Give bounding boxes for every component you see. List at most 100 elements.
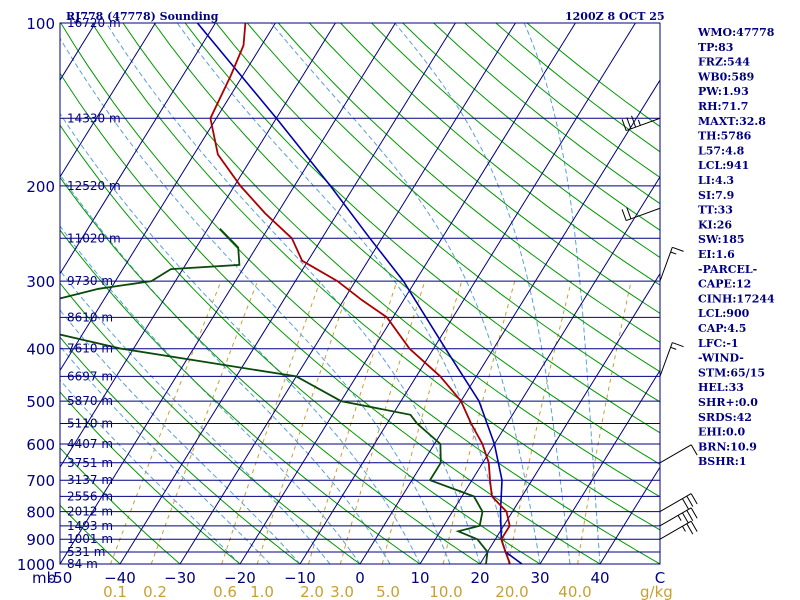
index-value: LCL:900: [698, 307, 750, 320]
index-value: TH:5786: [698, 130, 752, 143]
height-label: 3751 m: [67, 456, 113, 470]
pressure-tick-label: 1000: [17, 556, 55, 574]
index-value: CINH:17244: [698, 292, 775, 305]
index-value: CAP:4.5: [698, 322, 746, 335]
pressure-tick-label: 300: [26, 273, 55, 291]
mixing-ratio-tick-label: 5.0: [376, 583, 400, 600]
temperature-tick-label: 40: [590, 569, 609, 587]
index-value: CAPE:12: [698, 278, 751, 291]
pressure-tick-label: 700: [26, 472, 55, 490]
wind-barb: [659, 342, 684, 377]
index-value: LCL:941: [698, 159, 749, 172]
temperature-line: [209, 23, 511, 564]
isotherm-line: [359, 79, 660, 564]
height-label: 9730 m: [67, 274, 113, 288]
index-value: KI:26: [698, 218, 732, 231]
wind-barb: [621, 207, 661, 222]
index-value: BRN:10.9: [698, 440, 757, 453]
axis-labels: 16720 m 14330 m 12520 m 11020 m 9730 m 8610 m…: [17, 15, 673, 600]
height-label: 531 m: [67, 545, 105, 559]
isotherm-line: [119, 23, 456, 564]
height-label: 14330 m: [67, 111, 121, 125]
height-label: 12520 m: [67, 179, 121, 193]
mixing-ratio-unit: g/kg: [640, 583, 673, 600]
temperature-tick-label: −30: [164, 569, 196, 587]
mixing-ratio-tick-label: 10.0: [429, 583, 462, 600]
index-value: LFC:-1: [698, 337, 739, 350]
temperature-tick-label: 30: [530, 569, 549, 587]
height-label: 3137 m: [67, 473, 113, 487]
height-label: 1001 m: [67, 532, 113, 546]
isotherm-line: [239, 23, 576, 564]
index-value: WB0:589: [697, 70, 754, 83]
height-label: 16720 m: [67, 16, 121, 30]
temperature-tick-label: -50: [48, 569, 73, 587]
height-label: 2012 m: [67, 505, 113, 519]
pressure-tick-label: 500: [26, 393, 55, 411]
isotherm-line: [419, 175, 660, 564]
wind-barb: [659, 493, 698, 513]
index-value: RH:71.7: [698, 100, 748, 113]
wind-barb: [659, 444, 698, 464]
index-value: TT:33: [698, 204, 733, 217]
height-label: 11020 m: [67, 231, 121, 245]
wind-barbs: [621, 115, 698, 540]
mixing-ratio-line: [577, 280, 632, 564]
index-value: SRDS:42: [698, 411, 752, 424]
index-value: STM:65/15: [698, 366, 765, 379]
index-value: SI:7.9: [698, 189, 734, 202]
index-value: HEL:33: [698, 381, 744, 394]
height-label: 84 m: [67, 557, 98, 571]
temperature-tick-label: C: [655, 569, 665, 587]
height-label: 8610 m: [67, 310, 113, 324]
isotherm-line: [299, 23, 636, 564]
plot-frame: [59, 22, 661, 565]
isotherm-line: [479, 272, 660, 564]
index-value: MAXT:32.8: [698, 115, 766, 128]
index-value: FRZ:544: [698, 56, 750, 69]
pressure-unit-label: mb: [32, 569, 56, 587]
mixing-ratio-tick-label: 20.0: [495, 583, 528, 600]
height-label: 4407 m: [67, 437, 113, 451]
index-value: -PARCEL-: [698, 263, 757, 276]
height-label: 6697 m: [67, 369, 113, 383]
pressure-tick-label: 400: [26, 341, 55, 359]
isotherm-line: [60, 23, 156, 178]
dewpoint-line: [60, 228, 489, 564]
index-value: L57:4.8: [698, 144, 745, 157]
temperature-tick-label: −20: [224, 569, 256, 587]
station-title: RJ778 (47778) Sounding: [66, 10, 219, 23]
pressure-tick-label: 100: [26, 15, 55, 33]
height-label: 5110 m: [67, 417, 113, 431]
height-label: 1493 m: [67, 519, 113, 533]
wind-barb: [621, 115, 661, 132]
mixing-ratio-tick-label: 0.2: [143, 583, 167, 600]
sounding-profiles: [60, 23, 523, 564]
mixing-ratio-tick-label: 0.1: [103, 583, 127, 600]
wind-barb: [659, 520, 698, 540]
index-value: WMO:47778: [697, 26, 775, 39]
temperature-tick-label: 10: [410, 569, 429, 587]
pressure-tick-label: 900: [26, 531, 55, 549]
mixing-ratio-tick-label: 2.0: [300, 583, 324, 600]
isotherm-line: [179, 23, 516, 564]
index-value: LI:4.3: [698, 174, 734, 187]
wind-barb: [659, 246, 684, 282]
index-value: EHI:0.0: [698, 426, 745, 439]
isotherm-line: [539, 369, 660, 564]
temperature-tick-label: 20: [470, 569, 489, 587]
isotherm-line: [599, 466, 660, 564]
height-label: 2556 m: [67, 489, 113, 503]
pressure-tick-label: 600: [26, 436, 55, 454]
sounding-time: 1200Z 8 OCT 25: [565, 10, 665, 23]
index-value: PW:1.93: [698, 85, 749, 98]
mixing-ratio-line: [507, 280, 572, 564]
mixing-ratio-tick-label: 0.6: [213, 583, 237, 600]
index-value: TP:83: [698, 41, 733, 54]
index-value: -WIND-: [698, 352, 744, 365]
wind-barb: [659, 507, 698, 527]
index-value: SHR+:0.0: [698, 396, 758, 409]
isotherm-line: [60, 23, 396, 564]
index-value: SW:185: [698, 233, 745, 246]
